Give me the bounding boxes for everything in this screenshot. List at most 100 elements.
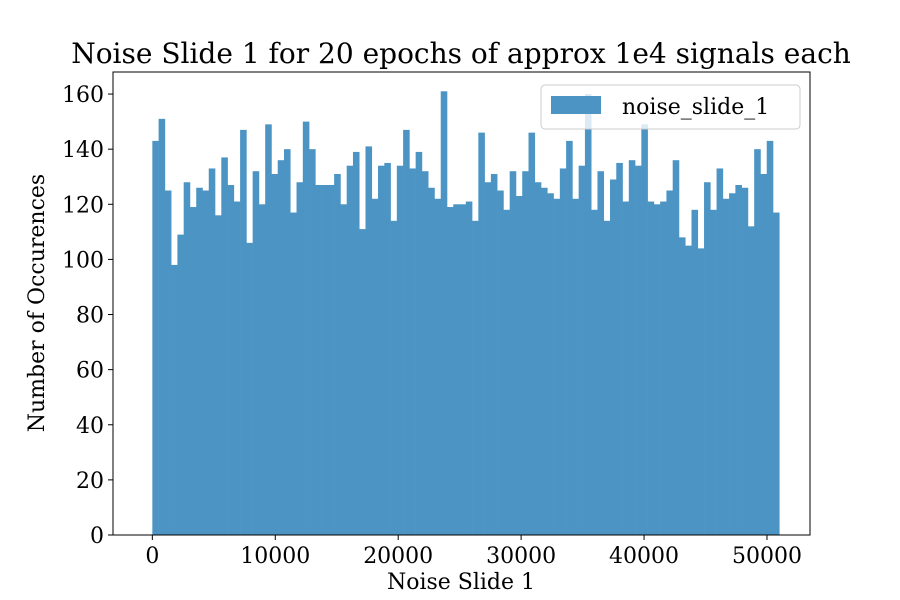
histogram-bar — [672, 160, 680, 535]
histogram-bar — [547, 193, 554, 535]
histogram-bar — [421, 171, 429, 535]
histogram-bar — [584, 94, 592, 536]
histogram-bar — [760, 173, 768, 535]
plot-frame — [112, 71, 811, 536]
legend: noise_slide_1 — [540, 84, 801, 130]
x-axis: 0 10000 20000 30000 40000 50000 — [145, 535, 802, 569]
histogram-bar — [415, 151, 423, 536]
chart-title: Noise Slide 1 for 20 epochs of approx 1e… — [71, 37, 851, 70]
histogram-bar — [660, 201, 667, 535]
histogram-bar — [603, 220, 611, 535]
histogram-bar — [553, 198, 561, 535]
histogram-bar — [515, 196, 523, 535]
x-axis-label: Noise Slide 1 — [387, 570, 535, 595]
histogram-bar — [334, 173, 341, 535]
histogram-bar — [591, 209, 598, 536]
histogram-bar — [635, 165, 642, 535]
x-tick-label: 40000 — [609, 544, 679, 569]
histogram-bar — [616, 162, 623, 535]
histogram-bar — [258, 204, 266, 536]
histogram-bar — [321, 184, 329, 536]
bars-layer — [152, 91, 780, 536]
histogram-bar — [697, 248, 705, 535]
histogram-bar — [566, 140, 573, 535]
x-tick-label: 10000 — [240, 544, 310, 569]
histogram-bar — [171, 264, 178, 535]
histogram-bar — [327, 184, 335, 536]
histogram-bar — [158, 118, 166, 535]
histogram-bar — [472, 220, 479, 535]
histogram-bar — [152, 140, 159, 535]
histogram-bar — [196, 187, 203, 535]
histogram-bar — [352, 151, 360, 536]
histogram-bar — [509, 171, 517, 535]
histogram-bar — [208, 168, 216, 535]
histogram-bar — [346, 165, 354, 535]
histogram-bar — [534, 182, 542, 536]
y-axis-label: Number of Occurences — [25, 174, 50, 432]
histogram-bar — [641, 124, 648, 536]
histogram-bar — [490, 173, 498, 535]
histogram-bar — [290, 212, 297, 536]
histogram-bar — [403, 129, 410, 536]
histogram-bar — [459, 204, 467, 536]
histogram-bar — [202, 190, 210, 535]
histogram-bar — [440, 91, 448, 535]
y-axis: 0 20 40 60 80 100 120 140 160 — [62, 83, 113, 549]
histogram-bar — [378, 165, 385, 535]
histogram-bar — [340, 204, 347, 536]
histogram-bar — [685, 245, 692, 536]
histogram-bar — [384, 162, 391, 535]
y-tick-label: 0 — [90, 524, 104, 549]
y-tick-label: 60 — [76, 359, 104, 384]
histogram-bar — [390, 220, 398, 535]
histogram-bar — [691, 209, 699, 536]
histogram-bar — [221, 157, 228, 535]
histogram-bar — [773, 212, 780, 536]
histogram-bar — [302, 121, 310, 536]
y-tick-label: 140 — [62, 138, 104, 163]
histogram-bar — [465, 201, 473, 535]
histogram-bar — [428, 187, 435, 535]
x-tick-label: 20000 — [363, 544, 433, 569]
x-tick-label: 0 — [145, 544, 159, 569]
histogram-bar — [628, 160, 636, 535]
y-tick-label: 20 — [76, 469, 104, 494]
histogram-bar — [722, 198, 730, 535]
y-tick-label: 100 — [62, 248, 104, 273]
histogram-bar — [315, 184, 322, 536]
histogram-bar — [522, 171, 529, 535]
histogram-bar — [233, 201, 241, 535]
histogram-bar — [446, 207, 454, 536]
histogram-bar — [653, 204, 661, 536]
histogram-bar — [747, 226, 755, 535]
histogram-bar — [572, 198, 579, 535]
histogram-bar — [729, 193, 736, 535]
histogram-bar — [610, 179, 617, 536]
histogram-bar — [497, 190, 504, 535]
histogram-bar — [716, 168, 724, 535]
histogram-bar — [741, 187, 749, 535]
histogram-bar — [578, 165, 586, 535]
histogram-bar — [252, 171, 260, 535]
histogram-bar — [647, 201, 655, 535]
histogram-bar — [246, 242, 253, 535]
histogram-bar — [478, 132, 485, 535]
histogram-bar — [528, 132, 536, 535]
histogram-bar — [541, 187, 548, 535]
histogram-bar — [164, 190, 172, 535]
histogram-bar — [754, 149, 761, 536]
histogram-bar — [453, 204, 460, 536]
histogram-bar — [271, 173, 279, 535]
histogram-bar — [434, 198, 442, 535]
histogram-bar — [296, 182, 304, 536]
histogram-bar — [277, 160, 285, 535]
histogram-bar — [183, 182, 191, 536]
histogram-bar — [396, 165, 404, 535]
histogram-bar — [283, 149, 291, 536]
y-tick-label: 40 — [76, 414, 104, 439]
histogram-bar — [365, 146, 373, 535]
y-tick-label: 80 — [76, 304, 104, 329]
histogram-bar — [309, 149, 316, 536]
histogram-bar — [597, 171, 605, 535]
